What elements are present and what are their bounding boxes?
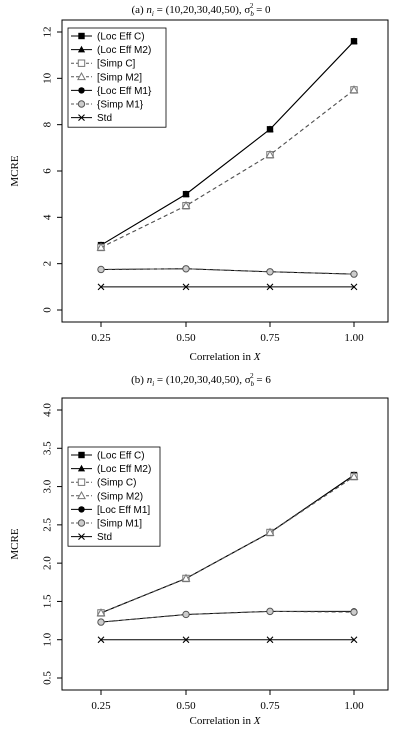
data-point-5 [266, 268, 274, 276]
legend-marker [77, 71, 86, 81]
data-point-3 [181, 200, 191, 210]
data-point-6 [97, 636, 105, 644]
x-axis-label: Correlation in X [190, 715, 262, 727]
data-point-6 [350, 283, 358, 291]
data-point-3 [96, 242, 106, 251]
data-point-5 [350, 270, 358, 278]
legend-entry: Std [97, 113, 112, 124]
series-line-5 [100, 610, 355, 623]
y-tick-label: 2 [42, 261, 54, 267]
series-line-3 [100, 476, 355, 614]
y-tick-label: 2.0 [42, 556, 54, 570]
series-line-1 [100, 40, 355, 246]
data-point-1 [350, 37, 358, 45]
legend-entry: (Loc Eff C) [97, 32, 145, 43]
legend-entry: [Simp C] [97, 59, 136, 70]
x-tick-label: 1.00 [344, 332, 364, 344]
y-tick-label: 10 [42, 72, 54, 84]
data-point-5 [97, 618, 105, 626]
legend-marker [77, 490, 86, 500]
series-line-5 [100, 268, 355, 275]
y-axis-label: MCRE [9, 528, 21, 559]
x-tick-label: 0.75 [260, 700, 280, 712]
legend-marker [77, 59, 86, 67]
y-tick-label: 3.5 [42, 441, 54, 455]
y-tick-label: 1.5 [42, 594, 54, 608]
data-point-3 [265, 527, 275, 536]
legend-marker [77, 478, 86, 486]
data-point-6 [182, 283, 190, 291]
y-tick-label: 1.0 [42, 632, 54, 646]
x-tick-label: 1.00 [344, 700, 364, 712]
data-point-5 [182, 610, 190, 619]
panel-a: 0 2 4 6 8 10 12 0.25 0.50 0.75 1.00 Correlation in … [9, 19, 389, 363]
data-point-3 [96, 608, 106, 617]
legend-entry: [Simp M2] [97, 72, 142, 83]
legend-entry: (Loc Eff C) [97, 451, 145, 462]
legend-entry: {Loc Eff M1} [97, 86, 152, 97]
y-tick-label: 0 [42, 307, 54, 313]
data-point-1 [266, 125, 274, 133]
legend-marker [77, 464, 86, 472]
legend-marker [78, 114, 85, 121]
data-point-5 [266, 607, 274, 616]
y-tick-label: 2.5 [42, 517, 54, 531]
data-point-6 [350, 636, 358, 644]
chart-title: (a) ni = (10,20,30,40,50), σb2 = 0 [131, 2, 271, 18]
x-tick-label: 0.25 [91, 700, 111, 712]
legend-entry: [Loc Eff M1] [97, 505, 150, 516]
x-tick-label: 0.75 [260, 332, 280, 344]
y-tick-label: 8 [42, 121, 54, 127]
data-point-5 [182, 265, 190, 273]
y-tick-label: 4 [42, 214, 54, 220]
legend-entry: (Simp C) [97, 478, 136, 489]
data-point-3 [181, 573, 191, 582]
data-point-6 [182, 636, 190, 644]
y-tick-label: 3.0 [42, 479, 54, 493]
data-point-3 [265, 149, 275, 159]
y-axis-label: MCRE [9, 155, 21, 186]
y-tick-label: 6 [42, 168, 54, 174]
x-tick-label: 0.25 [91, 332, 111, 344]
x-tick-label: 0.50 [176, 332, 196, 344]
plot-frame [61, 397, 389, 691]
data-point-1 [182, 190, 190, 197]
legend-marker [78, 451, 85, 459]
data-point-6 [266, 636, 274, 644]
x-tick-label: 0.50 [176, 700, 196, 712]
data-point-6 [97, 283, 105, 291]
legend-marker [78, 506, 85, 513]
legend-marker [78, 87, 85, 94]
series-line-3 [100, 89, 355, 248]
data-point-6 [266, 283, 274, 291]
legend-entry: [Simp M1] [97, 519, 142, 530]
legend-marker [77, 519, 86, 527]
x-axis-label: Correlation in X [190, 351, 262, 363]
panel-b: 0.5 1.0 1.5 2.0 2.5 3.0 3.5 4.0 0.25 0.50 0.75 1.00… [9, 397, 389, 727]
data-point-5 [97, 265, 105, 274]
y-tick-label: 4.0 [42, 403, 54, 417]
data-point-5 [350, 608, 358, 616]
legend-entry: Std [97, 532, 112, 543]
data-point-3 [349, 471, 359, 480]
legend-entry: {Simp M1} [97, 100, 144, 111]
legend-marker [78, 533, 85, 540]
legend-entry: (Simp M2) [97, 491, 143, 502]
legend-entry: (Loc Eff M2) [97, 464, 151, 475]
legend-marker [77, 45, 86, 53]
chart-title: (b) ni = (10,20,30,40,50), σb2 = 6 [131, 372, 271, 388]
y-tick-label: 12 [42, 27, 54, 38]
y-tick-label: 0.5 [42, 671, 54, 685]
legend-entry: (Loc Eff M2) [97, 45, 151, 56]
data-point-3 [349, 85, 359, 94]
legend-marker [78, 32, 85, 40]
legend-marker [77, 100, 86, 108]
